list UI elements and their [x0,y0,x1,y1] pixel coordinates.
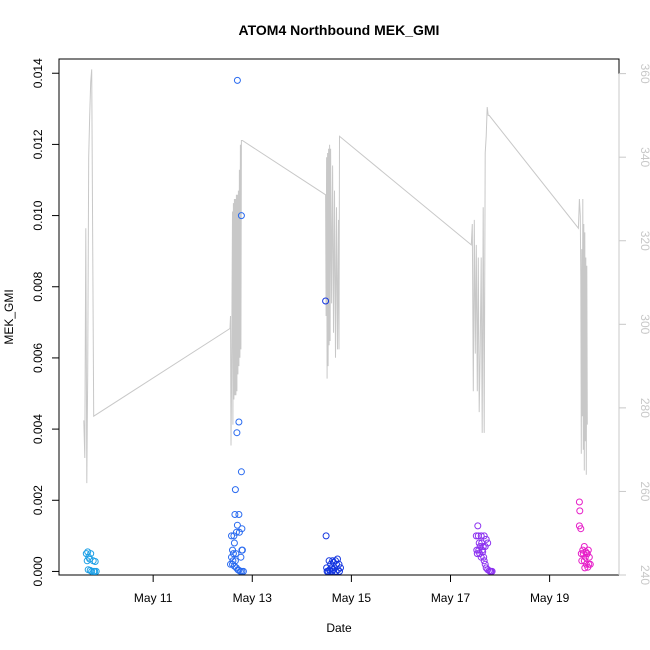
data-point [322,532,330,540]
data-point [482,535,490,543]
data-point [228,532,235,540]
data-point [238,546,246,554]
data-point [332,557,339,565]
data-point [91,558,99,565]
data-point [577,525,585,533]
x-tick-label: May 11 [134,591,173,605]
data-point [233,521,241,529]
data-point [237,468,245,476]
data-point [235,566,243,574]
data-point [232,528,240,536]
data-point [230,562,238,570]
y-tick-label: 0.000 [31,556,45,586]
data-point [229,560,236,568]
y-tick-label: 0.008 [31,271,45,301]
data-point [87,550,95,558]
data-point [235,511,243,518]
data-point [237,212,245,220]
data-point [480,532,488,540]
y-tick-label: 0.014 [31,58,45,88]
data-point [581,553,589,561]
y2-tick-label: 280 [638,398,650,418]
data-point [580,557,588,565]
chart-title: ATOM4 Northbound MEK_GMI [239,22,440,38]
y-tick-label: 0.010 [31,200,45,230]
y2-tick-label: 340 [638,147,650,167]
data-point [575,498,583,506]
data-point [480,553,488,561]
data-point [231,511,239,518]
data-point [337,564,344,572]
scatter-points [82,76,594,575]
data-point [472,532,480,540]
data-point [328,564,336,572]
y2-tick-label: 240 [638,565,650,585]
data-point [82,550,90,558]
y2-tick-label: 300 [638,314,650,334]
data-point [576,507,584,515]
data-point [578,557,586,565]
y2-tick-label: 360 [638,64,650,84]
data-point [231,486,239,494]
data-point [326,567,334,575]
data-point [328,567,336,575]
data-point [583,550,591,558]
data-point [479,543,487,550]
data-point [230,539,238,547]
data-point [235,528,243,536]
y-axis-right: 240 260 280 300 320 340 360 [618,64,650,585]
data-point [88,567,96,575]
secondary-line-path [83,69,588,484]
x-axis-label: Date [326,621,352,635]
data-point [581,564,589,572]
data-point [232,550,240,558]
y-tick-label: 0.012 [31,129,45,159]
data-point [233,429,241,437]
y2-tick-label: 320 [638,231,650,251]
data-point [475,546,483,554]
x-tick-label: May 15 [332,591,372,605]
y-axis-left: 0.000 0.002 0.004 0.006 0.008 0.010 0.012 0.014 [31,58,60,586]
data-point [584,546,592,554]
data-point [229,550,237,558]
data-point [239,567,247,575]
data-point [323,567,331,575]
y-tick-label: 0.002 [31,485,45,515]
data-point [235,418,243,426]
data-point [579,550,587,558]
x-tick-label: May 19 [530,591,570,605]
data-point [227,560,234,568]
y2-tick-label: 260 [638,481,650,501]
data-point [477,532,485,540]
data-point [92,567,100,575]
x-tick-label: May 17 [431,591,471,605]
secondary-line [83,69,588,484]
y-tick-label: 0.004 [31,414,45,444]
data-point [584,563,592,571]
data-point [475,539,483,547]
data-point [336,567,343,575]
x-tick-label: May 13 [233,591,273,605]
y-tick-label: 0.006 [31,343,45,373]
data-point [237,553,245,561]
data-point [480,557,488,565]
x-axis: May 11 May 13 May 15 May 17 May 19 [134,574,570,605]
data-point [488,567,496,575]
data-point [322,297,330,305]
data-point [228,553,235,561]
data-point [474,522,482,530]
y-axis-label: MEK_GMI [2,289,16,344]
data-point [233,76,241,84]
